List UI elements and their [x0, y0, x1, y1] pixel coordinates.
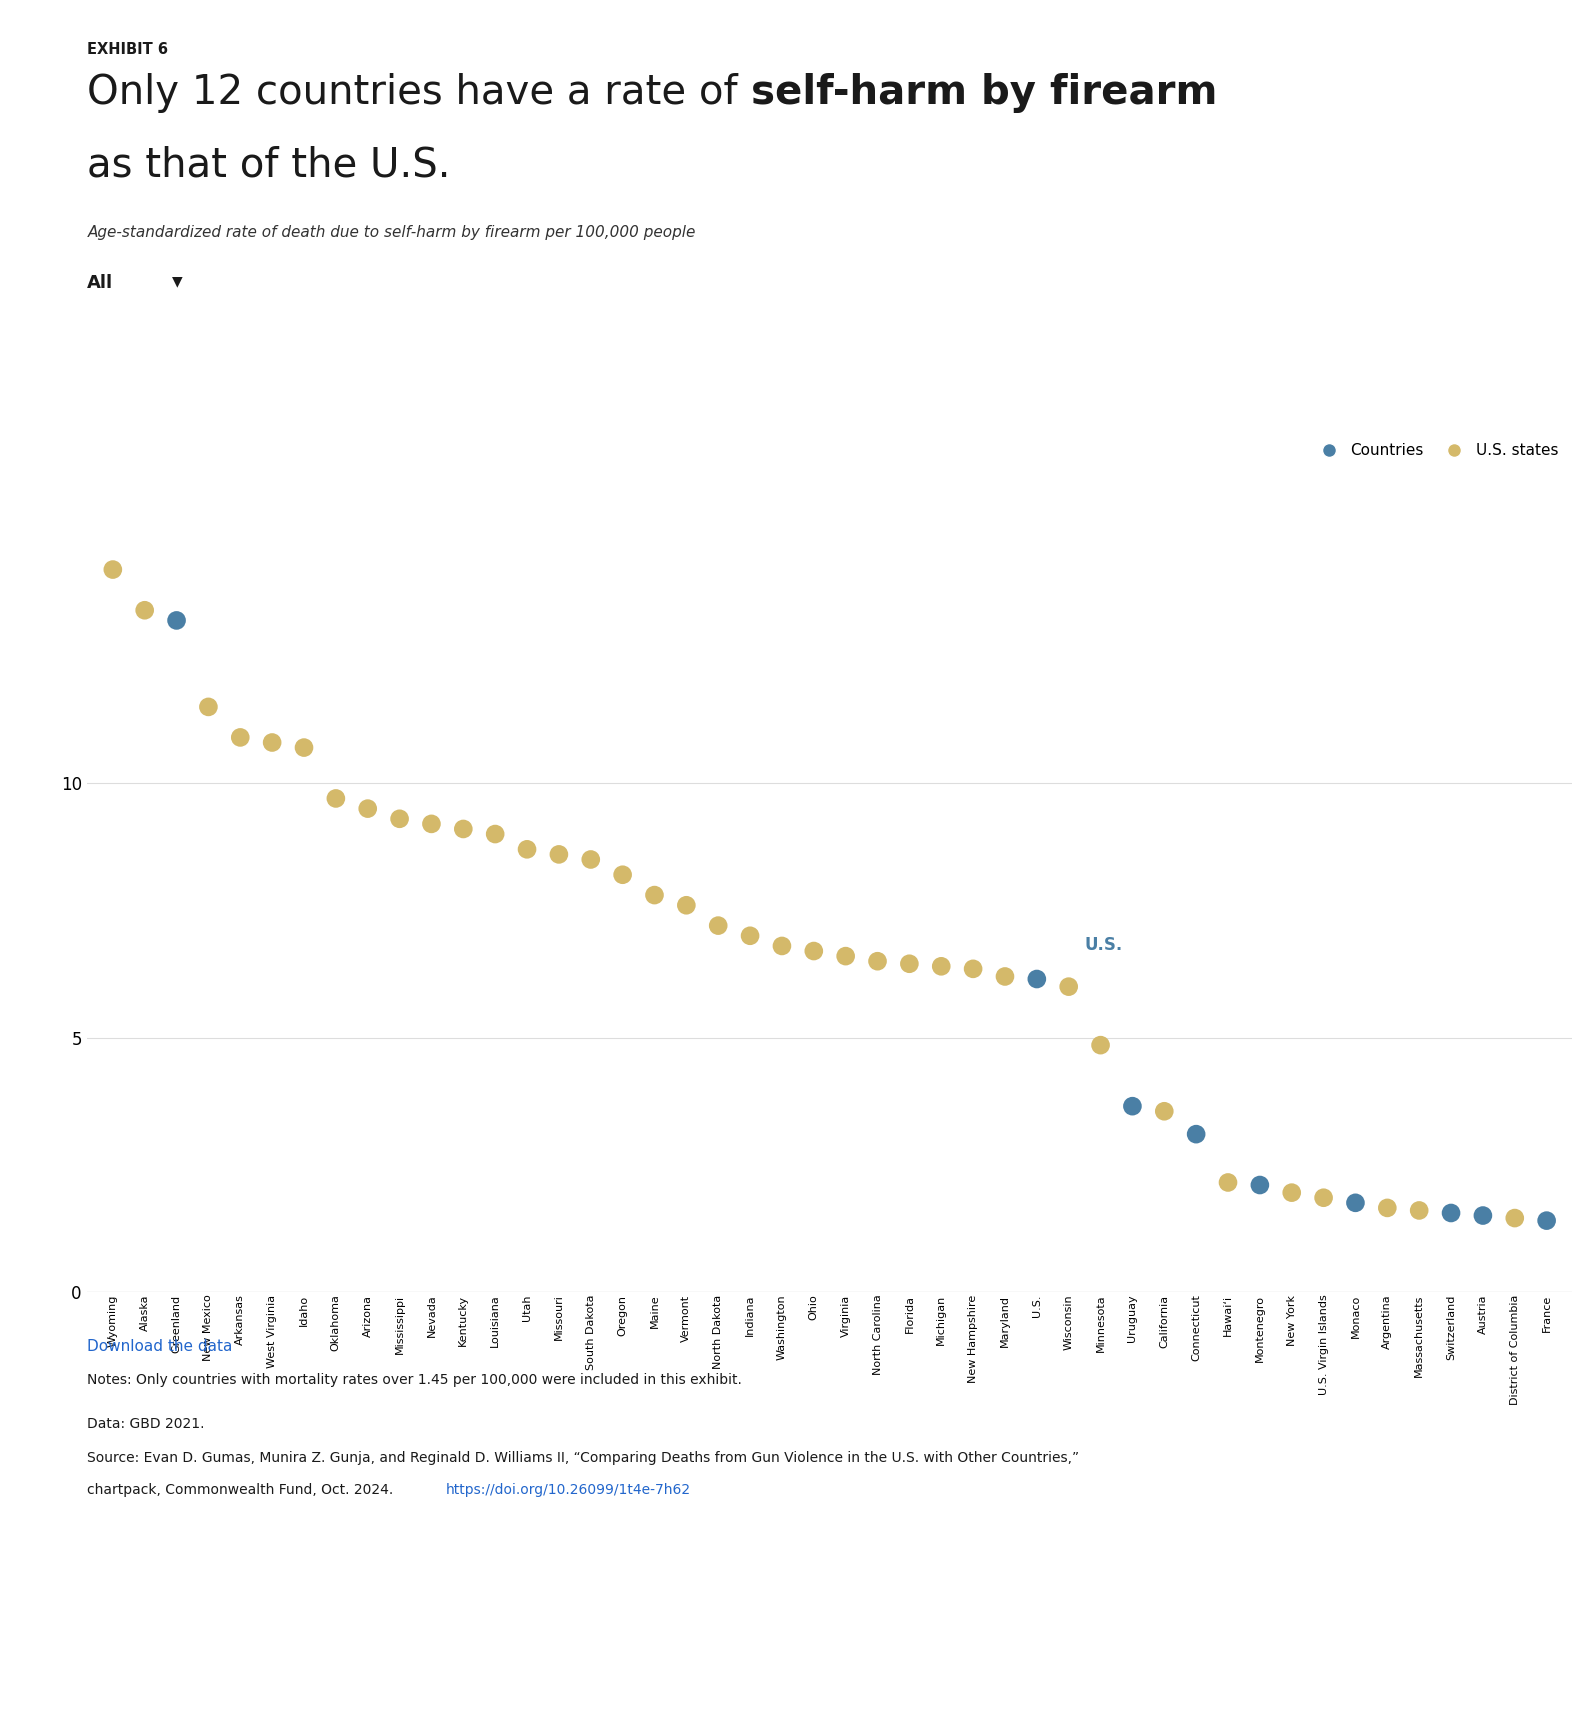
- Point: [800, 936, 826, 964]
- Point: [897, 950, 923, 978]
- Point: [324, 784, 349, 812]
- Point: [1215, 1169, 1240, 1196]
- Point: [1183, 1120, 1208, 1148]
- Text: ▼: ▼: [172, 274, 183, 288]
- Text: Only 12 countries have a rate of: Only 12 countries have a rate of: [87, 73, 751, 113]
- Point: [578, 846, 603, 874]
- Point: [705, 912, 730, 940]
- Text: self-harm by firearm: self-harm by firearm: [751, 73, 1216, 113]
- Point: [1470, 1202, 1496, 1229]
- Point: [132, 596, 157, 624]
- Point: [164, 607, 189, 635]
- Legend: Countries, U.S. states: Countries, U.S. states: [1309, 437, 1564, 465]
- Text: Notes: Only countries with mortality rates over 1.45 per 100,000 were included i: Notes: Only countries with mortality rat…: [87, 1373, 742, 1387]
- Point: [259, 728, 284, 756]
- Point: [1343, 1190, 1369, 1217]
- Text: https://doi.org/10.26099/1t4e-7h62: https://doi.org/10.26099/1t4e-7h62: [445, 1483, 691, 1496]
- Text: Data: GBD 2021.: Data: GBD 2021.: [87, 1417, 205, 1431]
- Point: [356, 794, 381, 822]
- Point: [1247, 1170, 1272, 1198]
- Point: [1375, 1195, 1401, 1222]
- Point: [610, 860, 635, 888]
- Point: [1024, 966, 1050, 994]
- Point: [834, 942, 859, 969]
- Point: [291, 733, 316, 761]
- Point: [515, 836, 540, 864]
- Point: [1310, 1184, 1336, 1212]
- Point: [769, 933, 794, 961]
- Text: chartpack, Commonwealth Fund, Oct. 2024.: chartpack, Commonwealth Fund, Oct. 2024.: [87, 1483, 399, 1496]
- Point: [865, 947, 891, 975]
- Point: [387, 805, 413, 832]
- Point: [100, 555, 125, 583]
- Point: [642, 881, 667, 909]
- Point: [1407, 1196, 1432, 1224]
- Point: [673, 891, 699, 919]
- Text: Download the data: Download the data: [87, 1339, 233, 1354]
- Point: [1278, 1179, 1304, 1207]
- Point: [227, 723, 252, 751]
- Text: All: All: [87, 274, 113, 291]
- Point: [961, 955, 986, 983]
- Point: [737, 922, 762, 950]
- Point: [1088, 1032, 1113, 1059]
- Point: [546, 841, 572, 869]
- Point: [195, 694, 221, 721]
- Point: [483, 820, 508, 848]
- Text: Source: Evan D. Gumas, Munira Z. Gunja, and Reginald D. Williams II, “Comparing : Source: Evan D. Gumas, Munira Z. Gunja, …: [87, 1451, 1080, 1465]
- Point: [1534, 1207, 1559, 1235]
- Text: EXHIBIT 6: EXHIBIT 6: [87, 42, 168, 57]
- Text: as that of the U.S.: as that of the U.S.: [87, 146, 451, 186]
- Point: [419, 810, 445, 838]
- Text: U.S.: U.S.: [1085, 936, 1123, 954]
- Point: [451, 815, 476, 843]
- Point: [929, 952, 954, 980]
- Point: [1056, 973, 1081, 1001]
- Text: Age-standardized rate of death due to self-harm by firearm per 100,000 people: Age-standardized rate of death due to se…: [87, 225, 696, 241]
- Point: [1502, 1203, 1528, 1231]
- Point: [1120, 1092, 1145, 1120]
- Point: [1151, 1098, 1177, 1125]
- Point: [992, 962, 1018, 990]
- Point: [1439, 1200, 1464, 1228]
